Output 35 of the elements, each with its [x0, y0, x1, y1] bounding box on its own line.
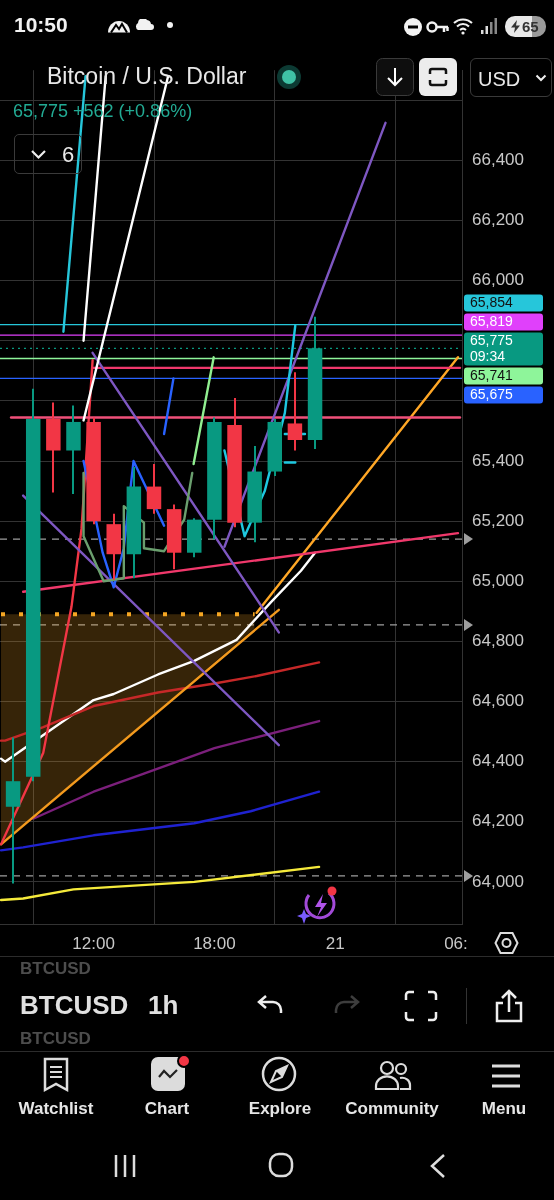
- y-tick-label: 66,400: [472, 150, 524, 170]
- text: Menu: [481, 1099, 527, 1118]
- ref-line-label: 65,819: [470, 313, 514, 330]
- y-tick-label: 65,400: [472, 450, 524, 470]
- x-tick-label: 12:00: [72, 933, 115, 953]
- y-tick-label: 64,400: [472, 751, 524, 771]
- y-tick-label: 66,000: [472, 270, 524, 290]
- y-tick-label: 64,000: [472, 871, 524, 891]
- text: Community: [345, 1099, 439, 1118]
- y-tick-label: 64,200: [472, 811, 524, 831]
- text: BTCUSD: [20, 959, 91, 978]
- ref-line-label: 65,775 09:34: [470, 332, 514, 365]
- text: BTCUSD: [20, 990, 129, 1020]
- text: 1h: [148, 990, 179, 1020]
- y-tick-label: 65,000: [472, 570, 524, 590]
- y-tick-label: 64,800: [472, 631, 524, 651]
- ref-line-label: 65,741: [470, 367, 514, 384]
- text: Chart: [144, 1099, 190, 1118]
- ref-line-label: 65,675: [470, 386, 514, 403]
- y-tick-label: 64,600: [472, 691, 524, 711]
- currency-dropdown: USD: [470, 58, 552, 97]
- y-tick-label: 65,200: [472, 510, 524, 530]
- chart-title: Bitcoin / U.S. Dollar: [47, 63, 247, 89]
- x-tick-label: 06:: [444, 933, 468, 953]
- annotation: 6: [62, 142, 75, 167]
- text: Watchlist: [18, 1099, 94, 1118]
- x-tick-label: 18:00: [193, 933, 236, 953]
- battery-indicator: 65: [505, 16, 546, 37]
- text: 10:50: [14, 13, 68, 36]
- indicator-toggle: 6: [14, 134, 82, 174]
- text: BTCUSD: [20, 1029, 91, 1048]
- text: Explore: [248, 1099, 312, 1118]
- x-tick-label: 21: [325, 933, 345, 953]
- y-tick-label: 66,200: [472, 210, 524, 230]
- ref-line-label: 65,854: [470, 294, 514, 311]
